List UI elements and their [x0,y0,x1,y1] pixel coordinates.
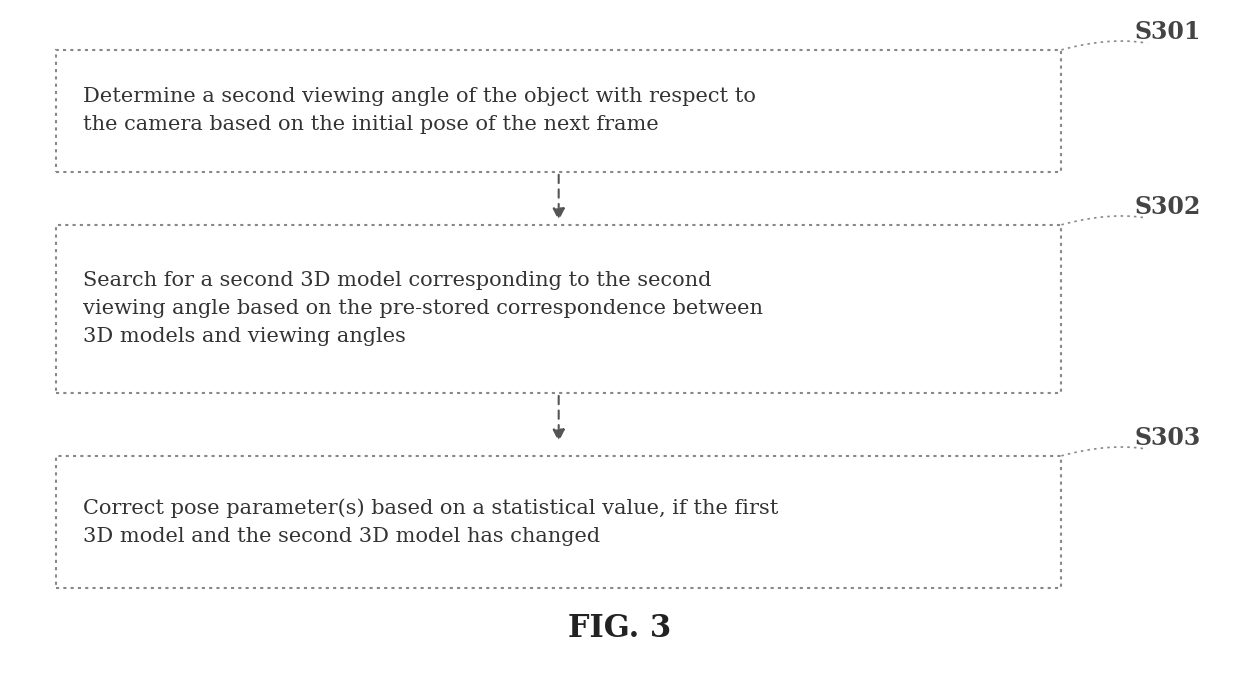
FancyBboxPatch shape [56,50,1061,172]
FancyBboxPatch shape [56,456,1061,588]
Text: Correct pose parameter(s) based on a statistical value, if the first
3D model an: Correct pose parameter(s) based on a sta… [83,498,779,546]
Text: S303: S303 [1135,426,1202,450]
FancyBboxPatch shape [56,225,1061,393]
Text: S301: S301 [1135,20,1202,44]
Text: S302: S302 [1135,195,1202,219]
Text: Determine a second viewing angle of the object with respect to
the camera based : Determine a second viewing angle of the … [83,88,756,134]
Text: Search for a second 3D model corresponding to the second
viewing angle based on : Search for a second 3D model correspondi… [83,272,763,346]
Text: FIG. 3: FIG. 3 [568,613,672,644]
